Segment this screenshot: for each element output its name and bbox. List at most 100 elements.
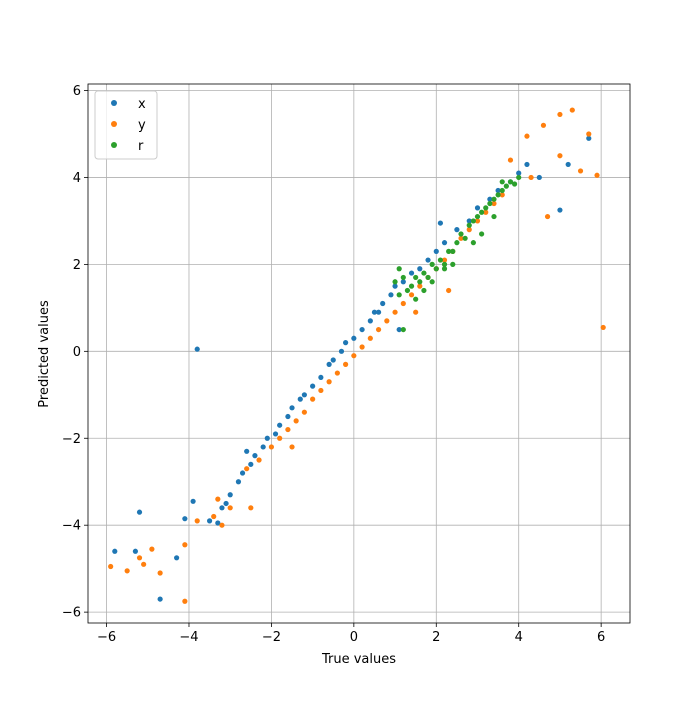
data-point-y	[244, 466, 250, 472]
data-point-y	[301, 409, 307, 415]
data-point-r	[495, 192, 501, 198]
data-point-r	[491, 196, 497, 202]
data-point-x	[474, 205, 481, 211]
data-point-y	[483, 209, 489, 215]
data-point-y	[557, 111, 563, 118]
y-axis-label: Predicted values	[37, 300, 52, 408]
data-point-y	[392, 309, 398, 315]
data-point-y	[384, 318, 390, 324]
data-point-r	[417, 279, 423, 285]
y-axis-ticks: −6 −4 −2 0 2 4 6	[62, 84, 88, 621]
legend-marker-x	[111, 100, 117, 106]
data-point-y	[499, 192, 505, 198]
y-tick-label: 2	[73, 258, 81, 273]
data-point-x	[297, 396, 303, 402]
data-point-y	[474, 218, 481, 224]
data-point-x	[400, 279, 406, 285]
data-point-x	[310, 383, 316, 389]
data-point-y	[524, 133, 530, 139]
data-point-x	[417, 266, 423, 272]
data-point-x	[437, 220, 444, 226]
data-point-y	[528, 174, 534, 181]
data-point-x	[454, 227, 460, 233]
legend-marker-r	[111, 142, 117, 148]
series-x	[112, 135, 592, 602]
data-point-x	[289, 405, 295, 411]
data-point-y	[359, 344, 365, 350]
legend-label-x: x	[138, 97, 146, 112]
data-point-x	[215, 520, 221, 526]
data-point-r	[446, 248, 452, 254]
data-point-r	[429, 279, 435, 285]
data-point-r	[450, 261, 456, 267]
data-point-r	[458, 231, 464, 237]
data-point-x	[380, 300, 386, 307]
data-point-y	[136, 555, 143, 561]
data-point-x	[244, 448, 250, 454]
data-points	[108, 107, 606, 604]
x-axis-ticks: −6 −4 −2 0 2 4 6	[97, 623, 605, 645]
data-point-x	[351, 335, 357, 341]
series-r	[392, 174, 522, 333]
data-point-y	[343, 361, 349, 367]
data-point-x	[318, 374, 324, 381]
data-point-y	[540, 122, 547, 128]
data-point-x	[466, 218, 472, 224]
data-point-x	[272, 431, 279, 437]
data-point-y	[466, 227, 472, 233]
x-tick-label: 4	[515, 630, 523, 645]
data-point-y	[594, 172, 600, 178]
data-point-x	[235, 479, 242, 485]
data-point-r	[429, 261, 435, 267]
data-point-y	[108, 563, 114, 570]
data-point-x	[194, 346, 200, 352]
data-point-x	[371, 309, 378, 315]
y-gridlines	[88, 90, 630, 613]
data-point-y	[289, 444, 295, 450]
data-point-x	[330, 357, 336, 363]
data-point-x	[174, 555, 180, 561]
data-point-r	[503, 183, 509, 189]
data-point-x	[227, 492, 233, 498]
data-point-y	[285, 426, 291, 433]
data-point-r	[400, 274, 406, 281]
legend-label-y: y	[138, 118, 146, 133]
data-point-r	[454, 240, 460, 246]
data-point-r	[396, 266, 402, 272]
data-point-y	[569, 107, 575, 113]
data-point-r	[479, 231, 485, 237]
data-point-x	[586, 135, 592, 141]
data-point-x	[343, 340, 349, 346]
data-point-r	[466, 222, 472, 228]
data-point-x	[396, 326, 402, 333]
data-point-y	[375, 326, 382, 333]
x-tick-label: −2	[262, 630, 281, 645]
plot-area-frame	[87, 83, 631, 624]
data-point-x	[301, 392, 307, 398]
y-tick-label: −2	[62, 432, 81, 447]
data-point-r	[516, 174, 522, 181]
data-point-x	[536, 174, 542, 181]
x-tick-label: 2	[432, 630, 440, 645]
series-y	[108, 107, 606, 604]
x-tick-label: 0	[350, 630, 358, 645]
data-point-r	[441, 266, 448, 272]
data-point-y	[577, 168, 584, 174]
data-point-r	[433, 266, 439, 272]
data-point-r	[491, 213, 497, 220]
data-point-x	[388, 292, 394, 298]
data-point-y	[256, 457, 262, 463]
plot-area-background	[88, 84, 630, 623]
data-point-y	[157, 570, 163, 576]
data-point-y	[219, 522, 225, 528]
data-point-x	[359, 326, 365, 333]
data-point-y	[446, 287, 452, 294]
data-point-x	[277, 422, 283, 428]
data-point-x	[392, 283, 398, 289]
data-point-y	[227, 505, 233, 511]
data-point-x	[219, 505, 225, 511]
data-point-x	[248, 461, 254, 467]
data-point-x	[565, 161, 571, 168]
